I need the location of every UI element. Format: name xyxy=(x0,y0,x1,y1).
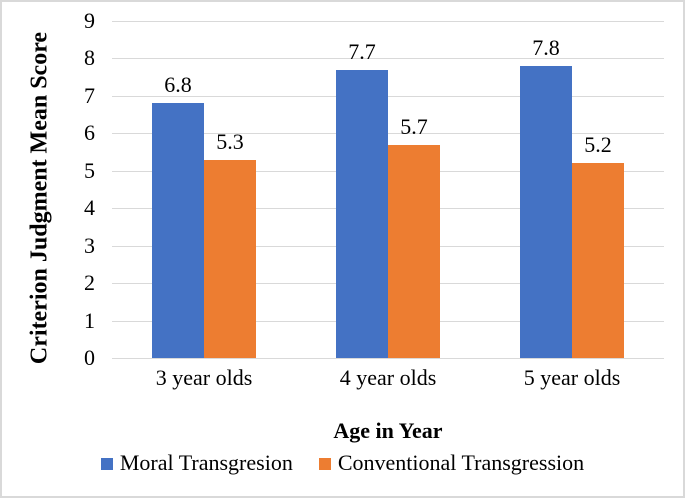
gridline xyxy=(112,95,664,97)
gridline xyxy=(112,21,664,22)
x-axis-title: Age in Year xyxy=(333,418,443,443)
legend-marker-icon xyxy=(318,458,331,470)
y-tick-label: 8 xyxy=(84,45,95,71)
legend-label: Conventional Transgression xyxy=(337,450,585,475)
bar-value-label: 5.7 xyxy=(400,113,428,139)
x-tick-label: 4 year olds xyxy=(339,365,437,390)
legend: Moral Transgresion Conventional Transgre… xyxy=(2,450,683,476)
plot-area: 6.8 5.3 7.7 5.7 7.8 5.2 xyxy=(112,21,664,359)
gridline xyxy=(112,133,664,135)
y-tick-label: 9 xyxy=(84,8,95,33)
gridline xyxy=(112,58,664,60)
y-tick-label: 0 xyxy=(84,345,95,370)
bar-moral-3-year-olds xyxy=(152,103,204,358)
bar-value-label: 5.3 xyxy=(216,128,244,154)
y-tick-label: 3 xyxy=(84,232,95,258)
bar-conventional-3-year-olds xyxy=(204,159,256,358)
legend-marker-icon xyxy=(100,458,113,470)
gridline xyxy=(112,358,664,359)
y-tick-label: 7 xyxy=(84,82,95,108)
legend-label: Moral Transgresion xyxy=(119,450,293,475)
bar-conventional-5-year-olds xyxy=(572,163,624,358)
bar-moral-4-year-olds xyxy=(336,69,388,358)
bar-conventional-4-year-olds xyxy=(388,144,440,358)
y-tick-label: 4 xyxy=(84,195,95,221)
y-tick-label: 5 xyxy=(84,157,95,183)
y-tick-label: 1 xyxy=(84,307,95,333)
bar-moral-5-year-olds xyxy=(520,65,572,358)
bar-value-label: 6.8 xyxy=(164,72,192,98)
bar-value-label: 7.8 xyxy=(532,34,560,60)
legend-item-conventional-transgression: Conventional Transgression xyxy=(318,450,585,476)
x-tick-label: 5 year olds xyxy=(523,365,621,390)
y-tick-label: 2 xyxy=(84,270,95,296)
bar-value-label: 5.2 xyxy=(584,132,612,158)
x-tick-label: 3 year olds xyxy=(155,365,253,390)
bar-value-label: 7.7 xyxy=(348,38,376,64)
y-tick-label: 6 xyxy=(84,120,95,146)
legend-item-moral-transgresion: Moral Transgresion xyxy=(100,450,293,476)
